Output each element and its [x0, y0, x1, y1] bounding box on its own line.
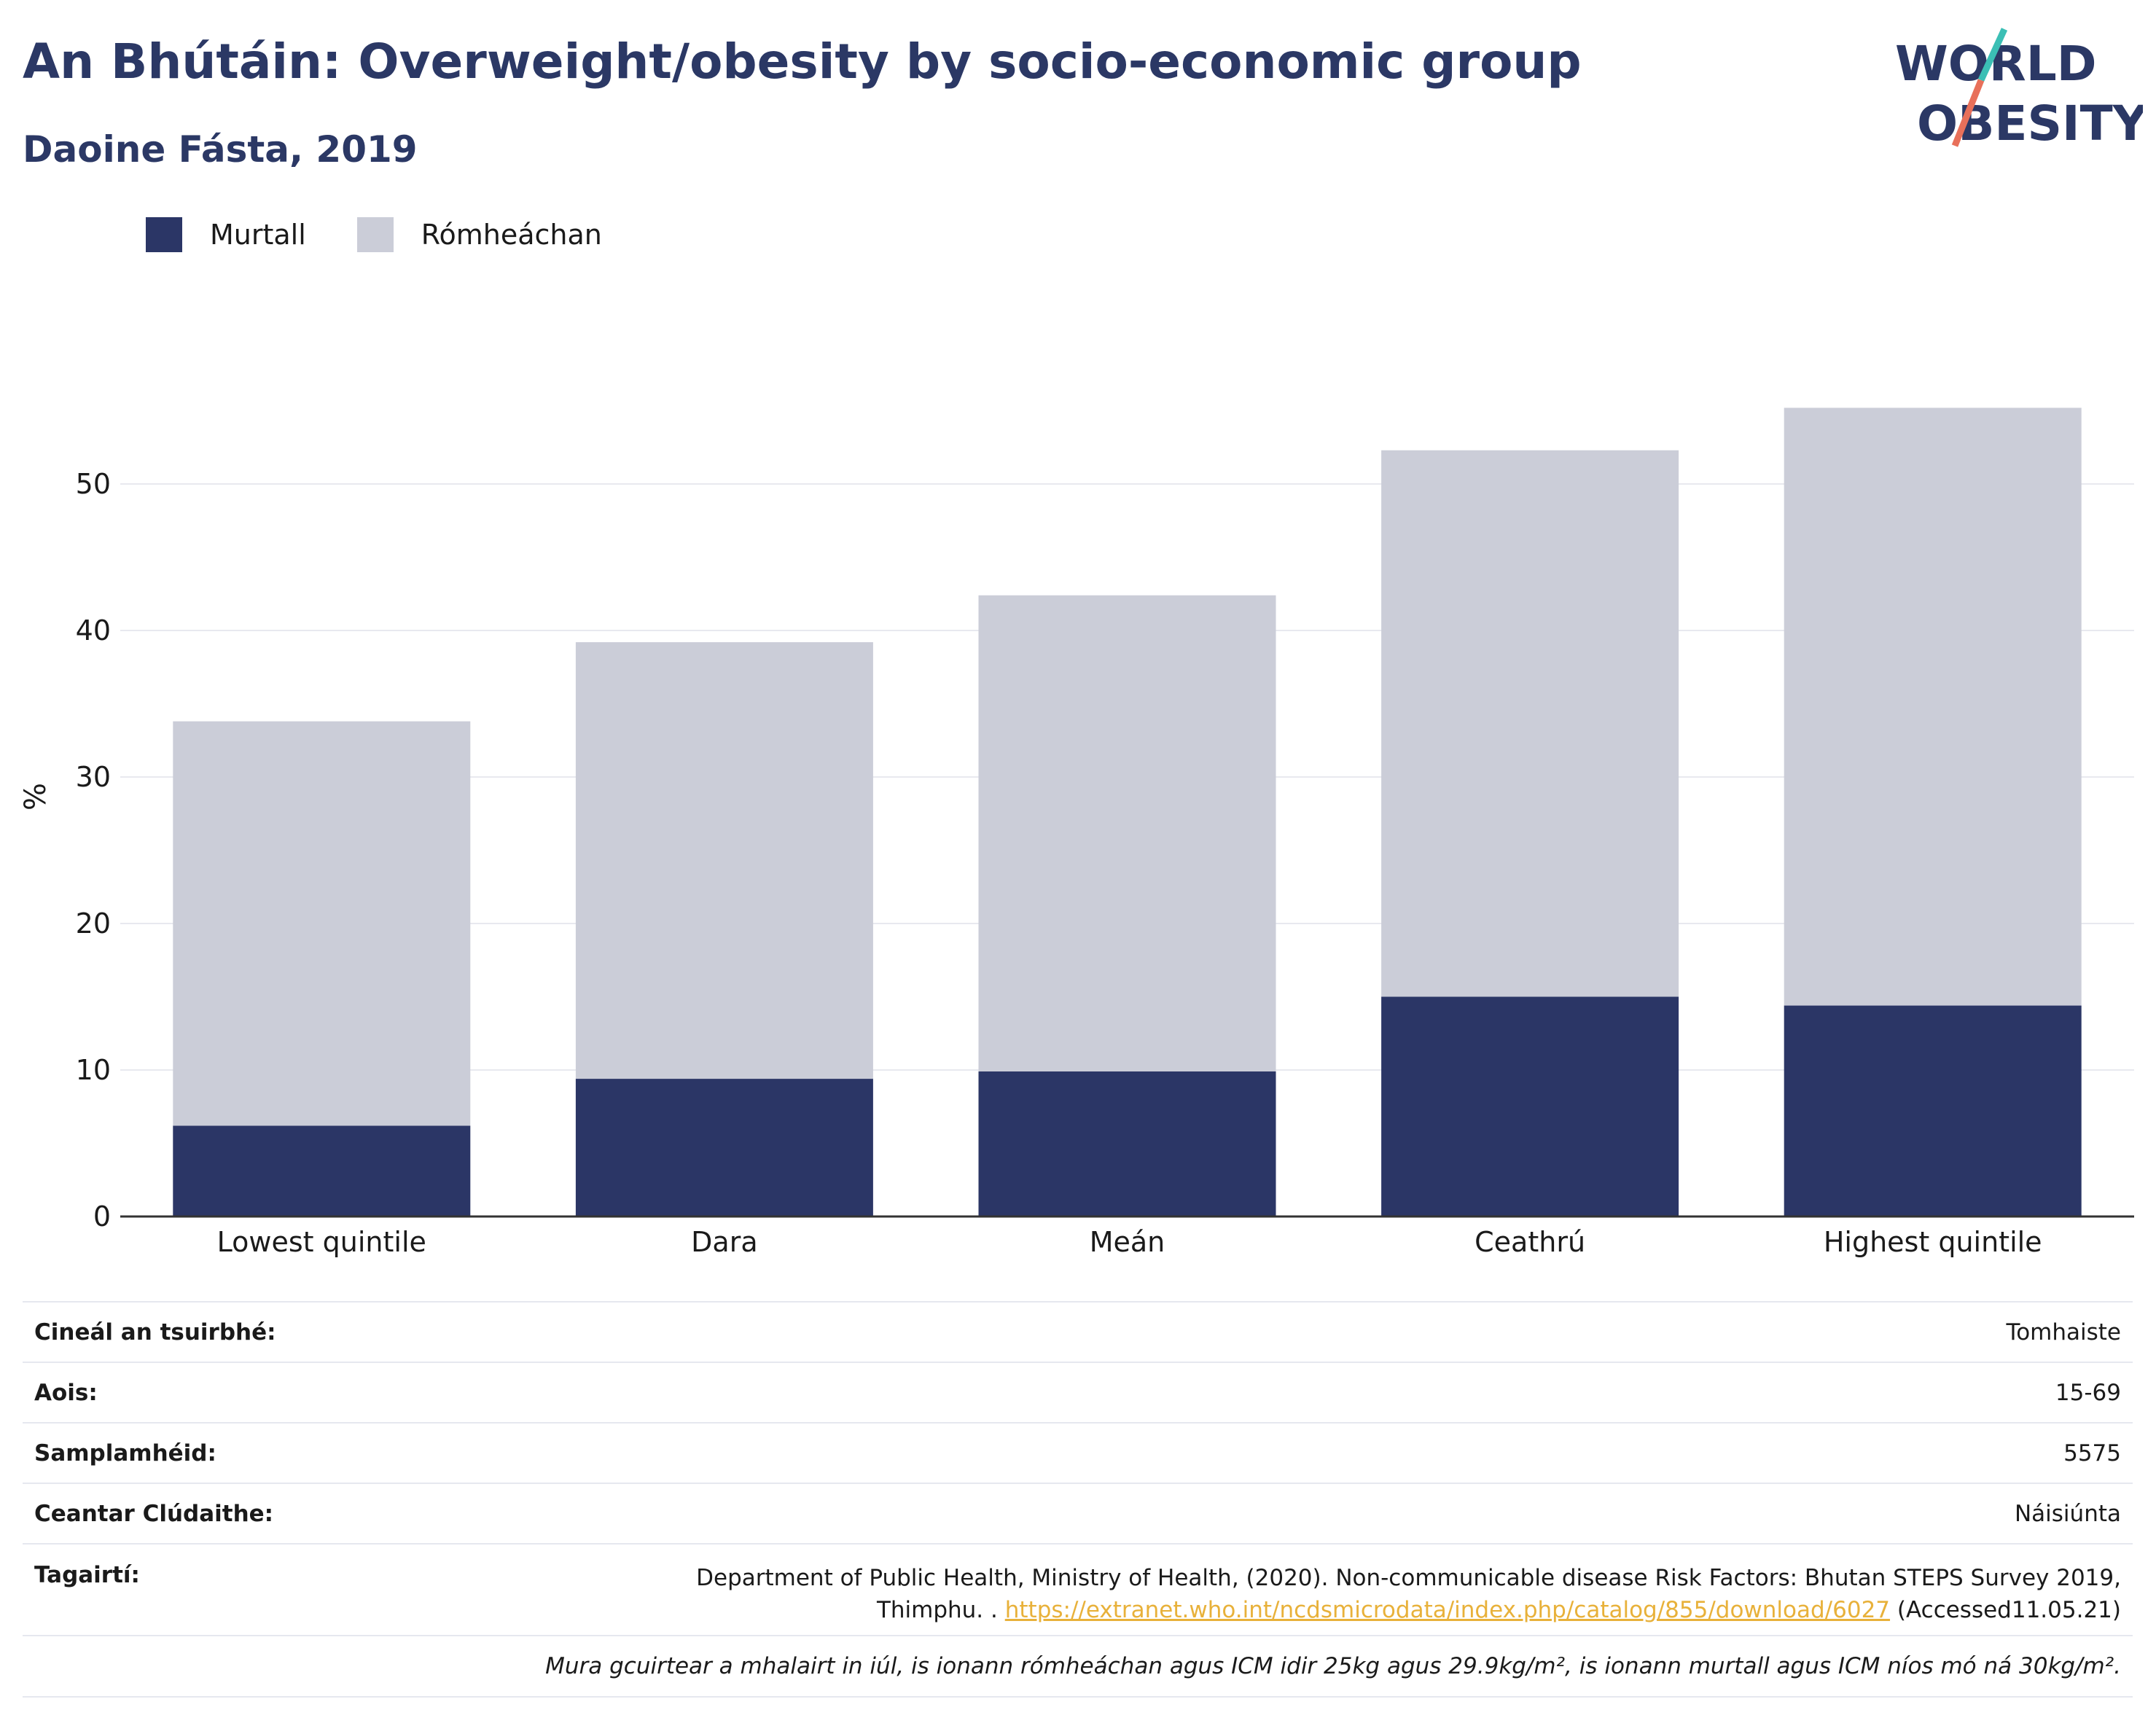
- meta-key: Samplamhéid:: [34, 1440, 216, 1467]
- reference-text: Department of Public Health, Ministry of…: [627, 1562, 2121, 1626]
- metadata-table: Cineál an tsuirbhé: Tomhaiste Aois: 15-6…: [23, 1301, 2133, 1698]
- legend-item-overweight[interactable]: Rómheáchan: [356, 217, 602, 252]
- x-tick-label: Dara: [691, 1226, 757, 1258]
- y-tick-label: 10: [76, 1054, 111, 1086]
- meta-row-area: Ceantar Clúdaithe: Náisiúnta: [23, 1483, 2133, 1543]
- world-obesity-logo: WORLD OBESITY: [1895, 28, 2143, 152]
- bar-overweight[interactable]: [575, 642, 873, 1079]
- bar-obese[interactable]: [1784, 1005, 2082, 1216]
- legend-label-overweight: Rómheáchan: [421, 219, 602, 251]
- legend: Murtall Rómheáchan: [146, 216, 653, 254]
- y-axis-title: %: [19, 782, 53, 811]
- chart-title: An Bhútáin: Overweight/obesity by socio-…: [23, 34, 1582, 90]
- meta-row-survey-type: Cineál an tsuirbhé: Tomhaiste: [23, 1301, 2133, 1362]
- bar-overweight[interactable]: [1381, 450, 1679, 997]
- bar-obese[interactable]: [575, 1079, 873, 1216]
- x-tick-label: Highest quintile: [1824, 1226, 2042, 1258]
- bar-obese[interactable]: [1381, 996, 1679, 1217]
- chart-subtitle: Daoine Fásta, 2019: [23, 128, 418, 171]
- legend-swatch-overweight: [356, 217, 394, 252]
- reference-accessed: (Accessed11.05.21): [1897, 1597, 2121, 1623]
- bar-obese[interactable]: [173, 1125, 471, 1216]
- meta-key: Ceantar Clúdaithe:: [34, 1500, 274, 1527]
- reference-link[interactable]: https://extranet.who.int/ncdsmicrodata/i…: [1004, 1597, 1891, 1623]
- bar-chart: 0 10 20 30 40 50 Lowest quintile Dara Meán Ceathr…: [76, 407, 2134, 1258]
- bar-obese[interactable]: [978, 1071, 1276, 1216]
- y-tick-label: 0: [93, 1200, 111, 1233]
- legend-item-obese[interactable]: Murtall: [146, 217, 306, 252]
- meta-value: Náisiúnta: [2014, 1500, 2121, 1527]
- meta-row-references: Tagairtí: Department of Public Health, M…: [23, 1543, 2133, 1635]
- y-tick-label: 40: [76, 614, 111, 647]
- y-tick-label: 50: [76, 468, 111, 500]
- meta-value: 5575: [2063, 1440, 2121, 1467]
- bar-overweight[interactable]: [173, 721, 471, 1126]
- meta-key: Aois:: [34, 1379, 98, 1406]
- y-tick-label: 20: [76, 907, 111, 940]
- x-tick-label: Lowest quintile: [217, 1226, 426, 1258]
- meta-value: 15-69: [2055, 1379, 2121, 1406]
- meta-row-age: Aois: 15-69: [23, 1362, 2133, 1422]
- meta-key: Tagairtí:: [34, 1562, 140, 1588]
- bar-overweight[interactable]: [978, 595, 1276, 1072]
- meta-row-sample-size: Samplamhéid: 5575: [23, 1422, 2133, 1483]
- legend-label-obese: Murtall: [210, 219, 306, 251]
- definition-note: Mura gcuirtear a mhalairt in iúl, is ion…: [23, 1635, 2133, 1698]
- x-tick-label: Meán: [1090, 1226, 1165, 1258]
- legend-swatch-obese: [146, 217, 182, 252]
- meta-key: Cineál an tsuirbhé:: [34, 1319, 276, 1346]
- x-tick-label: Ceathrú: [1475, 1226, 1585, 1258]
- bar-overweight[interactable]: [1784, 407, 2082, 1006]
- reference-citation: Department of Public Health, Ministry of…: [696, 1565, 2121, 1623]
- y-tick-label: 30: [76, 761, 111, 793]
- meta-value: Tomhaiste: [2006, 1319, 2121, 1346]
